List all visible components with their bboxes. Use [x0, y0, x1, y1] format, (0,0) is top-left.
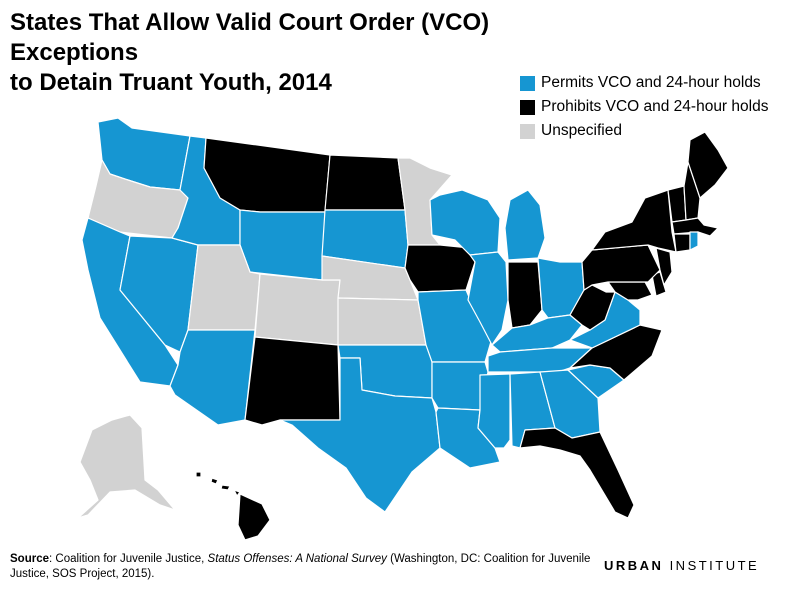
- state-new-jersey: [655, 247, 673, 286]
- state-massachusetts: [671, 217, 719, 237]
- legend-item-prohibits: Prohibits VCO and 24-hour holds: [520, 95, 768, 119]
- state-arizona: [169, 329, 256, 426]
- state-colorado: [254, 273, 341, 346]
- state-michigan: [504, 189, 546, 261]
- state-west-virginia: [569, 284, 616, 331]
- legend: Permits VCO and 24-hour holds Prohibits …: [520, 71, 768, 143]
- state-new-mexico: [244, 336, 341, 426]
- state-florida: [519, 427, 635, 519]
- state-texas: [279, 357, 441, 513]
- state-connecticut: [673, 233, 691, 253]
- state-alaska: [77, 414, 176, 519]
- state-wyoming: [239, 209, 326, 281]
- source-note: Source: Coalition for Juvenile Justice, …: [10, 552, 610, 582]
- title-line-2: to Detain Truant Youth, 2014: [10, 69, 332, 96]
- source-text-before: : Coalition for Juvenile Justice,: [49, 553, 208, 565]
- brand-part-urban: URBAN: [604, 558, 664, 573]
- source-text-after: (Washington, DC: Coalition for Juvenile …: [10, 553, 591, 580]
- title-line-1: States That Allow Valid Court Order (VCO…: [10, 9, 490, 66]
- source-label: Source: [10, 553, 49, 565]
- state-indiana: [507, 261, 543, 329]
- state-kansas: [337, 297, 427, 346]
- state-north-dakota: [324, 154, 406, 211]
- legend-label-unspecified: Unspecified: [541, 122, 622, 139]
- state-kentucky: [491, 314, 583, 353]
- state-maine: [687, 131, 729, 199]
- state-illinois: [467, 251, 509, 346]
- legend-label-prohibits: Prohibits VCO and 24-hour holds: [541, 98, 769, 115]
- legend-item-unspecified: Unspecified: [520, 119, 768, 143]
- state-rhode-island: [689, 231, 699, 251]
- state-iowa: [404, 244, 476, 293]
- legend-swatch-unspecified: [520, 123, 535, 139]
- legend-swatch-permits: [520, 75, 535, 91]
- legend-label-permits: Permits VCO and 24-hour holds: [541, 74, 761, 91]
- source-title: Status Offenses: A National Survey: [207, 553, 387, 565]
- map-title: States That Allow Valid Court Order (VCO…: [10, 8, 610, 98]
- urban-institute-logo: URBAN INSTITUTE: [604, 558, 759, 573]
- legend-swatch-prohibits: [520, 99, 535, 115]
- state-north-carolina: [569, 324, 663, 381]
- us-states-map: [77, 117, 729, 541]
- state-hawaii: [195, 471, 271, 541]
- legend-item-permits: Permits VCO and 24-hour holds: [520, 71, 768, 95]
- brand-part-institute: INSTITUTE: [663, 558, 760, 573]
- state-new-hampshire: [683, 161, 701, 221]
- state-new-york: [591, 189, 677, 253]
